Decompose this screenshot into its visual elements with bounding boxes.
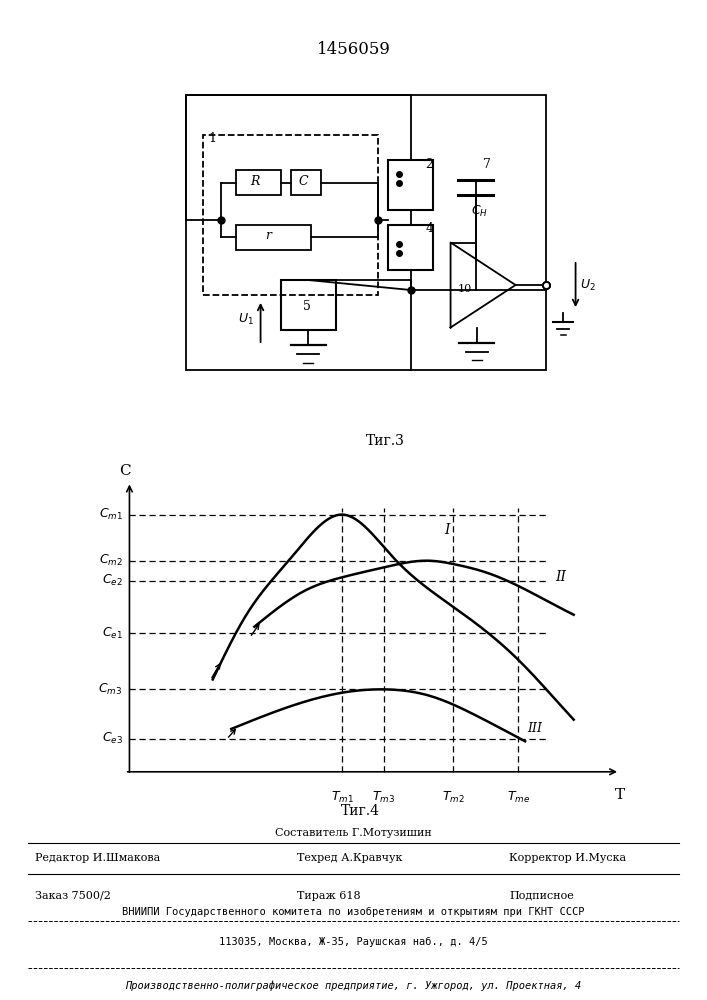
Text: C: C (298, 175, 308, 188)
Text: 5: 5 (303, 300, 311, 313)
Text: Техред А.Кравчук: Техред А.Кравчук (297, 853, 402, 863)
Text: Составитель Г.Мотузишин: Составитель Г.Мотузишин (275, 828, 432, 838)
Bar (235, 225, 310, 250)
Text: 10: 10 (458, 284, 472, 294)
Bar (291, 170, 320, 195)
Text: $T_{m1}$: $T_{m1}$ (331, 790, 354, 805)
Text: 2: 2 (426, 157, 433, 170)
Text: Подписное: Подписное (509, 891, 574, 901)
Text: Редактор И.Шмакова: Редактор И.Шмакова (35, 853, 160, 863)
Text: 4: 4 (426, 223, 433, 235)
Text: R: R (250, 175, 260, 188)
Text: r: r (266, 229, 271, 242)
Text: $U_1$: $U_1$ (238, 312, 254, 327)
Bar (388, 225, 433, 270)
Text: 1: 1 (208, 132, 216, 145)
Text: $C_{e2}$: $C_{e2}$ (102, 573, 122, 588)
Text: III: III (527, 722, 542, 735)
Text: 113035, Москва, Ж-35, Раушская наб., д. 4/5: 113035, Москва, Ж-35, Раушская наб., д. … (219, 937, 488, 947)
Text: Τиг.3: Τиг.3 (366, 434, 405, 448)
Text: II: II (555, 570, 566, 584)
Bar (388, 160, 433, 210)
Text: $T_{me}$: $T_{me}$ (507, 790, 530, 805)
Text: $C_{m2}$: $C_{m2}$ (99, 553, 122, 568)
Text: 1456059: 1456059 (317, 41, 390, 58)
Text: I: I (444, 523, 450, 537)
Text: $C_{m1}$: $C_{m1}$ (98, 507, 122, 522)
Text: C: C (119, 464, 131, 478)
Text: Корректор И.Муска: Корректор И.Муска (509, 853, 626, 863)
Text: 7: 7 (483, 157, 491, 170)
Text: Производственно-полиграфическое предприятие, г. Ужгород, ул. Проектная, 4: Производственно-полиграфическое предприя… (125, 980, 582, 991)
Text: $T_{m3}$: $T_{m3}$ (373, 790, 395, 805)
Bar (203, 135, 378, 295)
Text: $T_{m2}$: $T_{m2}$ (442, 790, 464, 805)
Bar (185, 95, 546, 370)
Text: ВНИИПИ Государственного комитета по изобретениям и открытиям при ГКНТ СССР: ВНИИПИ Государственного комитета по изоб… (122, 907, 585, 917)
Text: $C_{e3}$: $C_{e3}$ (102, 731, 122, 746)
Text: $U_2$: $U_2$ (580, 277, 595, 293)
Bar (235, 170, 281, 195)
Text: $C_{e1}$: $C_{e1}$ (102, 626, 122, 641)
Text: T: T (615, 788, 625, 802)
Text: Τиг.4: Τиг.4 (341, 804, 380, 818)
Text: $C_{m3}$: $C_{m3}$ (98, 682, 122, 697)
Text: $C_H$: $C_H$ (471, 204, 488, 219)
Bar (281, 280, 336, 330)
Text: Заказ 7500/2: Заказ 7500/2 (35, 891, 111, 901)
Text: Тираж 618: Тираж 618 (297, 891, 361, 901)
